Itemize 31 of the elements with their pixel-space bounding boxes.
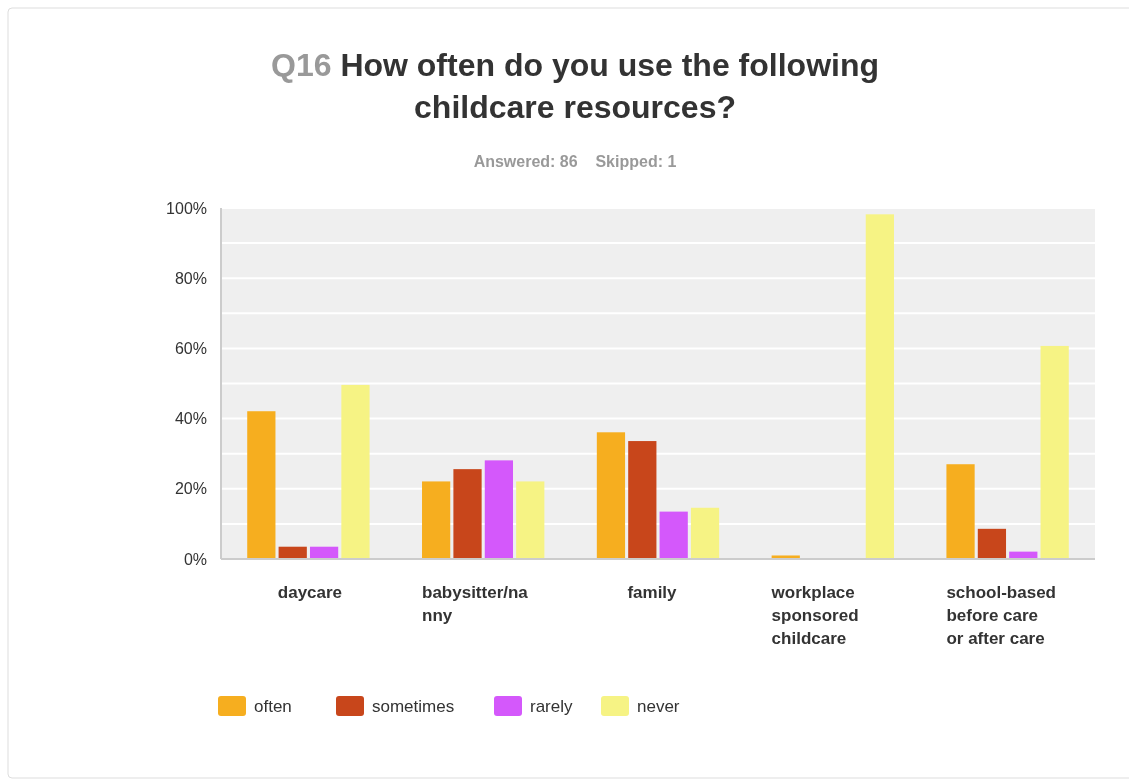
x-tick-label: daycare: [277, 583, 343, 602]
x-tick-label: family: [627, 583, 678, 602]
bar: [865, 214, 894, 559]
legend-label: rarely: [530, 696, 574, 716]
legend-label: sometimes: [372, 696, 455, 716]
y-tick-label: 0%: [183, 550, 207, 568]
bar: [453, 469, 482, 559]
x-tick-label: school-based before care or after care: [946, 583, 1057, 648]
y-tick-label: 80%: [174, 269, 207, 287]
bar: [422, 481, 451, 559]
chart-title: Q16 How often do you use the following childcare resources?: [271, 47, 879, 125]
x-tick-label: babysitter/nanny: [422, 583, 529, 625]
bar: [516, 481, 545, 559]
x-tick-label: workplace sponsored childcare: [770, 583, 859, 648]
bar: [946, 464, 975, 559]
legend-label: never: [637, 696, 680, 716]
bar: [484, 460, 514, 559]
bar: [628, 441, 657, 559]
chart-subtitle: Answered: 86 Skipped: 1: [473, 153, 677, 170]
bar: [247, 411, 276, 559]
bar: [690, 507, 720, 559]
y-tick-label: 60%: [174, 340, 207, 357]
y-tick-label: 40%: [174, 410, 207, 428]
bar: [977, 528, 1007, 559]
bar: [659, 511, 688, 559]
bar: [596, 432, 626, 559]
bar: [1040, 345, 1069, 559]
legend-label: often: [254, 696, 292, 716]
bar: [341, 384, 370, 559]
y-tick-label: 20%: [174, 480, 207, 498]
y-tick-label: 100%: [166, 199, 207, 217]
